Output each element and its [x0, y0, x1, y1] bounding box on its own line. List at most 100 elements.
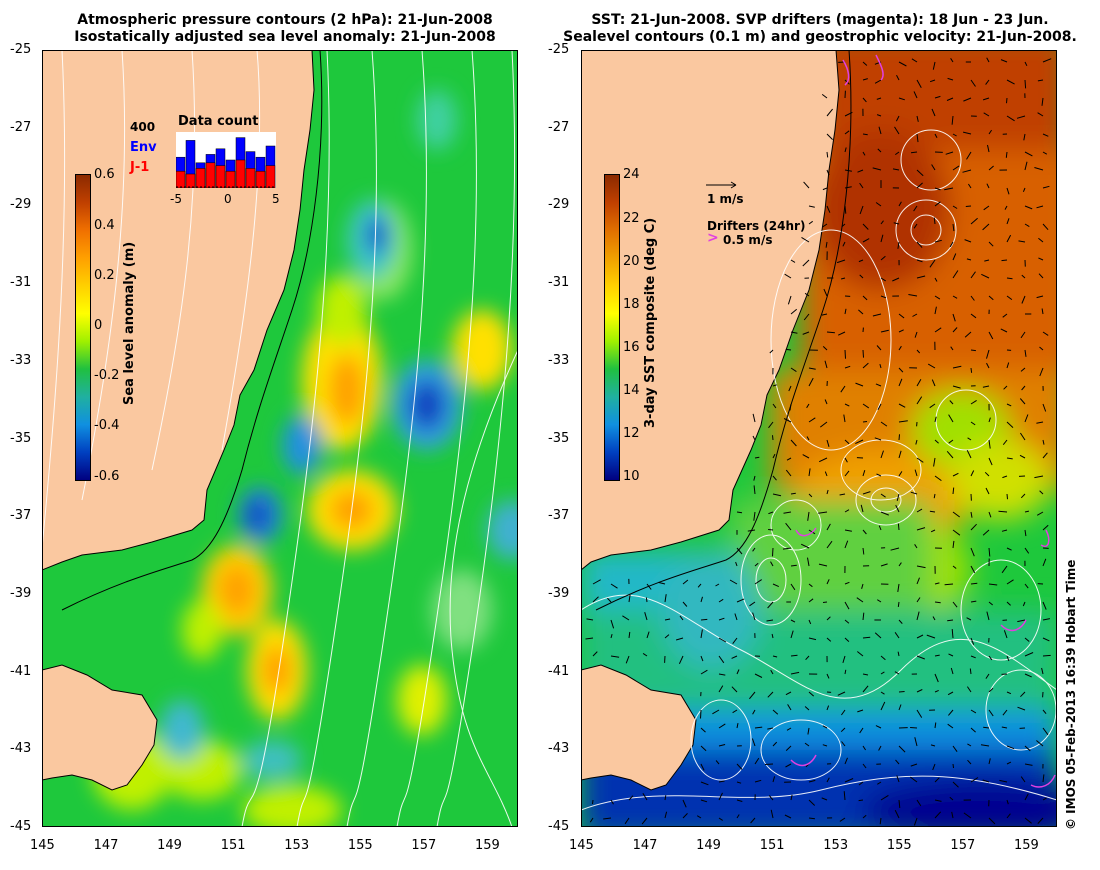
velocity-arrow [952, 223, 955, 232]
velocity-arrow [826, 169, 830, 176]
velocity-arrow [952, 565, 957, 569]
velocity-arrow [877, 781, 882, 785]
velocity-arrow [862, 547, 865, 555]
velocity-arrow [700, 799, 708, 803]
velocity-arrow [910, 763, 918, 767]
velocity-arrow [804, 292, 810, 297]
right-cbar-tick: 22 [623, 211, 640, 226]
velocity-arrow [967, 183, 972, 189]
velocity-arrow [826, 108, 833, 117]
velocity-arrow [807, 557, 810, 567]
velocity-arrow [862, 151, 866, 156]
velocity-arrow [946, 97, 954, 101]
velocity-arrow [844, 529, 852, 532]
velocity-arrow [916, 634, 924, 639]
sst-map [581, 50, 1057, 827]
velocity-arrow [718, 617, 725, 621]
velocity-arrow [1002, 475, 1008, 479]
velocity-arrow [987, 144, 990, 153]
velocity-arrow [966, 617, 972, 621]
velocity-arrow [783, 418, 792, 423]
lon-tick: 155 [886, 838, 912, 853]
velocity-arrow [1038, 273, 1044, 279]
velocity-arrow [862, 78, 868, 81]
velocity-arrow [664, 795, 667, 801]
velocity-arrow [880, 671, 885, 675]
velocity-arrow [840, 709, 846, 716]
velocity-arrow [718, 673, 726, 676]
velocity-arrow [988, 331, 994, 340]
velocity-arrow [1042, 709, 1047, 715]
velocity-arrow [880, 493, 886, 498]
velocity-arrow [734, 613, 738, 621]
velocity-arrow [1022, 601, 1026, 607]
lon-tick: 145 [569, 838, 594, 853]
velocity-arrow [822, 223, 828, 228]
velocity-arrow [749, 601, 756, 607]
velocity-arrow [747, 529, 756, 532]
velocity-arrow [752, 435, 756, 441]
velocity-arrow [946, 450, 954, 459]
velocity-arrow [1001, 259, 1008, 262]
lon-tick: 151 [759, 838, 785, 853]
velocity-arrow [844, 669, 847, 675]
velocity-arrow [678, 655, 684, 665]
velocity-arrow [876, 114, 882, 117]
velocity-arrow [856, 651, 864, 657]
velocity-arrow [822, 725, 828, 729]
copyright-note: © IMOS 05-Feb-2013 16:39 Hobart Time [1064, 559, 1078, 830]
lon-tick: 153 [284, 838, 310, 853]
velocity-arrow [826, 777, 830, 783]
velocity-arrow [878, 525, 882, 531]
velocity-arrow [898, 471, 903, 477]
lat-tick: -29 [10, 197, 32, 213]
velocity-arrow [1006, 745, 1015, 750]
velocity-arrow [916, 275, 926, 279]
velocity-arrow [859, 727, 864, 734]
velocity-arrow [768, 511, 774, 515]
velocity-arrow [916, 241, 923, 248]
lat-tick: -39 [548, 585, 570, 601]
velocity-arrow [1006, 601, 1011, 606]
velocity-arrow [988, 165, 994, 171]
velocity-arrow [802, 454, 810, 459]
velocity-arrow [934, 582, 940, 585]
velocity-arrow [945, 151, 954, 155]
velocity-arrow [789, 403, 792, 411]
velocity-arrow [970, 777, 979, 783]
velocity-arrow [934, 654, 940, 657]
velocity-arrow [898, 434, 900, 441]
velocity-arrow [932, 616, 936, 621]
velocity-arrow [952, 295, 958, 299]
velocity-arrow [607, 597, 612, 603]
lat-tick: -25 [548, 42, 570, 57]
velocity-arrow [785, 348, 792, 351]
velocity-arrow [964, 239, 972, 243]
velocity-arrow [862, 421, 868, 423]
velocity-arrow [985, 79, 990, 85]
velocity-arrow [826, 523, 831, 531]
velocity-arrow [826, 579, 830, 585]
velocity-arrow [898, 691, 905, 693]
velocity-arrow [916, 349, 921, 354]
velocity-arrow [932, 61, 936, 70]
velocity-arrow [862, 349, 864, 358]
velocity-arrow [934, 439, 939, 444]
velocity-arrow [718, 817, 723, 821]
velocity-arrow [898, 704, 902, 711]
velocity-arrow [934, 277, 938, 282]
velocity-arrow [949, 400, 954, 405]
velocity-arrow [970, 600, 977, 603]
left-title: Atmospheric pressure contours (2 hPa): 2… [40, 12, 530, 46]
velocity-arrow [986, 349, 990, 359]
lat-tick: -45 [10, 819, 32, 834]
velocity-arrow [1006, 295, 1013, 301]
velocity-arrow [895, 151, 900, 156]
velocity-arrow [880, 234, 884, 243]
velocity-arrow [1024, 547, 1030, 554]
velocity-arrow [700, 596, 703, 603]
velocity-arrow [826, 151, 829, 158]
velocity-arrow [808, 637, 817, 641]
left-cbar-tick: -0.4 [94, 418, 120, 433]
velocity-arrow [970, 655, 976, 659]
